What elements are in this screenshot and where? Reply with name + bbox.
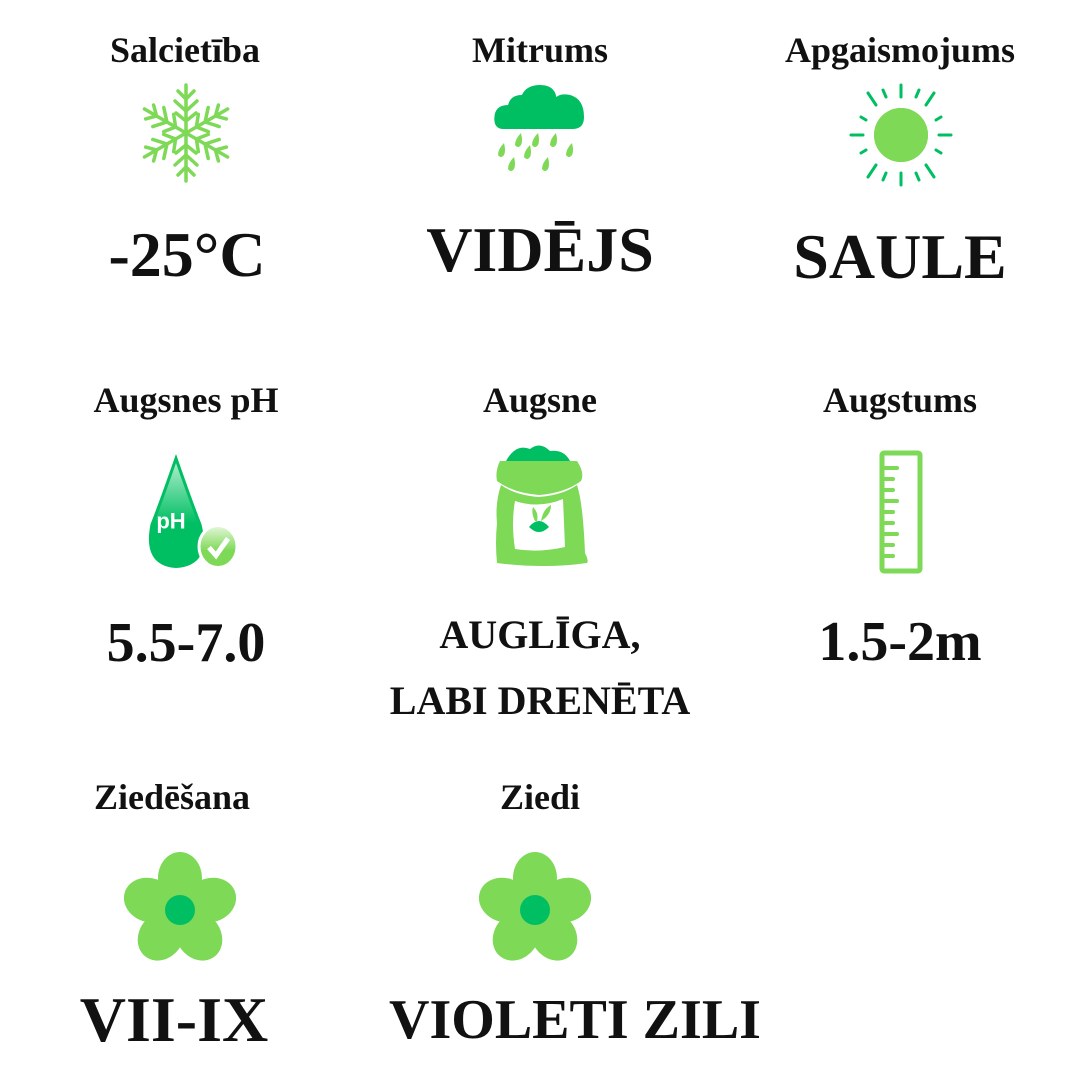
soil-label: Augsne	[482, 380, 598, 420]
soil-ph-value: 5.5-7.0	[106, 612, 266, 674]
moisture-label: Mitrums	[472, 30, 608, 70]
light-label: Apgaismojums	[784, 30, 1016, 70]
flowers-value: VIOLETI ZILI	[389, 989, 761, 1051]
ruler-icon	[879, 450, 923, 574]
flower-icon	[123, 852, 237, 961]
sun-icon	[849, 83, 953, 187]
soil-bag-icon	[496, 445, 588, 566]
hardiness-value: -25°C	[108, 219, 266, 290]
hardiness-label: Salcietība	[110, 30, 260, 70]
flowering-label: Ziedēšana	[93, 777, 251, 817]
height-value: 1.5-2m	[818, 611, 982, 673]
flowers-label: Ziedi	[499, 777, 581, 817]
soil-value: AUGLĪGA, LABI DRENĒTA	[390, 602, 690, 734]
soil-value-line-1: AUGLĪGA,	[439, 612, 641, 657]
soil-ph-label: Augsnes pH	[93, 380, 279, 420]
rain-cloud-icon	[494, 85, 584, 171]
moisture-value: VIDĒJS	[426, 214, 654, 285]
flowering-value: VII-IX	[79, 984, 269, 1055]
soil-value-line-2: LABI DRENĒTA	[389, 678, 691, 723]
ph-drop-icon: pH	[148, 454, 239, 569]
flower-icon	[478, 852, 592, 961]
height-label: Augstums	[822, 380, 978, 420]
snowflake-icon	[137, 83, 235, 183]
light-value: SAULE	[793, 221, 1007, 292]
ph-text: pH	[156, 509, 185, 534]
